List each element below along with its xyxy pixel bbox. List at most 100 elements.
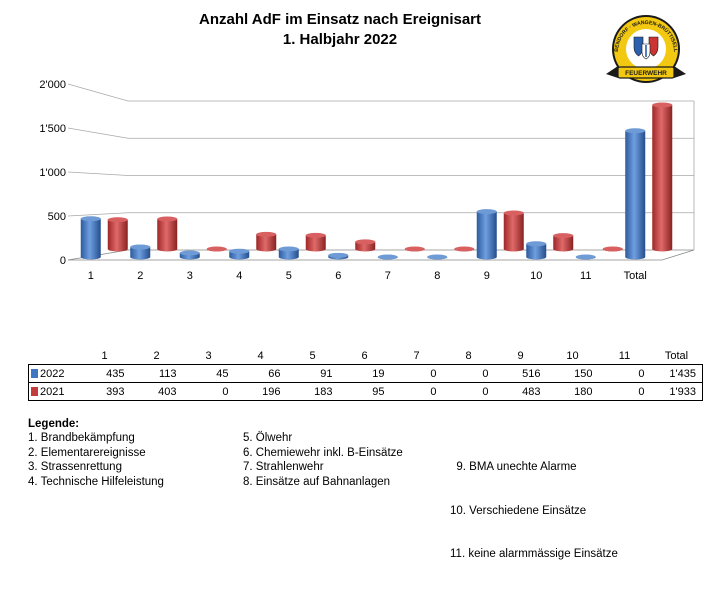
- bar-2021-4: [256, 231, 277, 252]
- legend-item: 5. Ölwehr: [243, 432, 293, 444]
- table-column-header: 5: [309, 349, 316, 362]
- table-cell: 1'435: [650, 364, 703, 383]
- legend-column-2: 5. Ölwehr 6. Chemiewehr inkl. B-Einsätze…: [243, 431, 403, 489]
- bar-2021-8-top: [454, 246, 475, 252]
- bar-2022-Total-body: [625, 130, 646, 260]
- bar-2021-9: [503, 210, 524, 252]
- bar-2021-5: [305, 232, 326, 252]
- bar-2022-9-top: [476, 209, 497, 215]
- x-tick-label: 1: [88, 270, 94, 282]
- y-tick-label: 0: [60, 255, 66, 267]
- x-tick-label: 3: [187, 270, 193, 282]
- bar-2021-9-body: [503, 213, 524, 252]
- bar-2021-6-top: [355, 239, 376, 245]
- legend: Legende: 1. Brandbekämpfung 2. Elementar…: [28, 417, 618, 560]
- table-cell: 403: [130, 382, 183, 401]
- bar-2021-11: [602, 246, 623, 252]
- table-cell: 180: [546, 382, 599, 401]
- bar-2021-Total: [652, 102, 673, 252]
- y-tick-label: 2'000: [39, 79, 66, 91]
- bar-2022-11: [575, 254, 596, 260]
- bar-2021-3: [206, 246, 227, 252]
- table-cell: 45: [182, 364, 235, 383]
- title-line: Anzahl AdF im Einsatz nach Ereignisart: [199, 11, 481, 28]
- y-tick-label: 1'500: [39, 123, 66, 135]
- bar-2022-3: [179, 250, 200, 260]
- bar-2021-2-top: [157, 216, 178, 222]
- x-tick-label: 4: [236, 270, 242, 282]
- bar-2021-10: [553, 233, 574, 252]
- x-tick-label: 2: [137, 270, 143, 282]
- data-table-corner: [29, 347, 79, 365]
- legend-column-3: 9. BMA unechte Alarme 10. Verschiedene E…: [450, 431, 618, 591]
- table-column-header: 7: [413, 349, 420, 362]
- legend-item: 3. Strassenrettung: [28, 461, 122, 473]
- bar-2022-3-top: [179, 250, 200, 256]
- table-column-header: 9: [517, 349, 524, 362]
- table-cell: 0: [442, 364, 495, 383]
- legend-title: Legende:: [28, 418, 80, 430]
- x-tick-label: 11: [580, 270, 591, 282]
- table-cell: 19: [338, 364, 391, 383]
- bar-2022-2-top: [130, 244, 151, 250]
- table-cell: 435: [78, 364, 131, 383]
- bar-2022-1-body: [80, 218, 101, 260]
- bar-2022-10-body: [526, 243, 547, 260]
- data-table-header: 1 2 3 4 5 6 7 8 9 10 11 Total: [29, 347, 703, 365]
- table-column-header: 10: [566, 349, 579, 362]
- table-cell: 0: [390, 382, 443, 401]
- table-cell: 1'933: [650, 382, 703, 401]
- gridline: [67, 83, 694, 102]
- table-cell: 0: [442, 382, 495, 401]
- table-column-header: 2: [153, 349, 160, 362]
- bar-2021-2: [157, 216, 178, 252]
- x-tick-label: Total: [624, 270, 647, 282]
- table-cell: 516: [494, 364, 547, 383]
- y-tick-label: 500: [48, 211, 66, 223]
- data-table-row-2021: 2021 393 403 0 196 183 95 0 0 483 180 0 1'933: [28, 382, 703, 401]
- data-table-row-2022: 2022 435 113 45 66 91 19 0 0 516 150 0 1'435: [28, 364, 703, 383]
- series-swatch-2022: [31, 368, 38, 378]
- legend-column-1: 1. Brandbekämpfung 2. Elementarereigniss…: [28, 431, 164, 489]
- table-cell: 0: [182, 382, 235, 401]
- table-cell: 183: [286, 382, 339, 401]
- series-label-2022: 2022: [28, 364, 79, 383]
- y-tick-label: 1'000: [39, 167, 66, 179]
- series-swatch-2021: [31, 386, 38, 396]
- gridline: [67, 127, 694, 139]
- table-column-header: 1: [101, 349, 108, 362]
- series-name-2022: 2022: [40, 367, 65, 380]
- table-column-header: Total: [664, 349, 689, 362]
- bar-2021-7-top: [404, 246, 425, 252]
- bar-2021-6: [355, 239, 376, 252]
- bar-chart: 0 500 1'000 1'500 2'000 1 2 3 4 5 6 7 8 9 10 11 Total: [39, 79, 695, 282]
- bar-2022-9: [476, 209, 497, 260]
- bar-2022-6-top: [328, 252, 349, 258]
- bar-2022-8-top: [427, 254, 448, 260]
- table-cell: 95: [338, 382, 391, 401]
- table-cell: 0: [598, 364, 651, 383]
- legend-item: 11. keine alarmmässige Einsätze: [450, 548, 618, 560]
- legend-item: 6. Chemiewehr inkl. B-Einsätze: [243, 446, 403, 459]
- data-table: 1 2 3 4 5 6 7 8 9 10 11 Total 2022 435 113 45 66 91 19 0 0…: [28, 347, 703, 401]
- legend-item: 4. Technische Hilfeleistung: [28, 475, 164, 488]
- bar-2021-8: [454, 246, 475, 252]
- bar-2021-3-top: [206, 246, 227, 252]
- legend-item: 2. Elementarereignisse: [28, 446, 146, 459]
- legend-item: 8. Einsätze auf Bahnanlagen: [243, 475, 391, 488]
- table-column-header: 6: [361, 349, 368, 362]
- x-tick-label: 9: [484, 270, 490, 282]
- table-cell: 393: [78, 382, 131, 401]
- bar-2021-1-body: [107, 219, 128, 252]
- series-name-2021: 2021: [40, 385, 65, 398]
- table-column-header: 3: [205, 349, 212, 362]
- bar-2021-1: [107, 217, 128, 252]
- legend-item: 9. BMA unechte Alarme: [450, 461, 577, 473]
- bar-2021-Total-top: [652, 102, 673, 108]
- bar-2021-7: [404, 246, 425, 252]
- bar-2021-6-body: [355, 241, 376, 252]
- table-column-header: 8: [465, 349, 472, 362]
- bar-2021-10-body: [553, 235, 574, 252]
- x-tick-label: 8: [434, 270, 440, 282]
- bar-2022-7: [377, 254, 398, 260]
